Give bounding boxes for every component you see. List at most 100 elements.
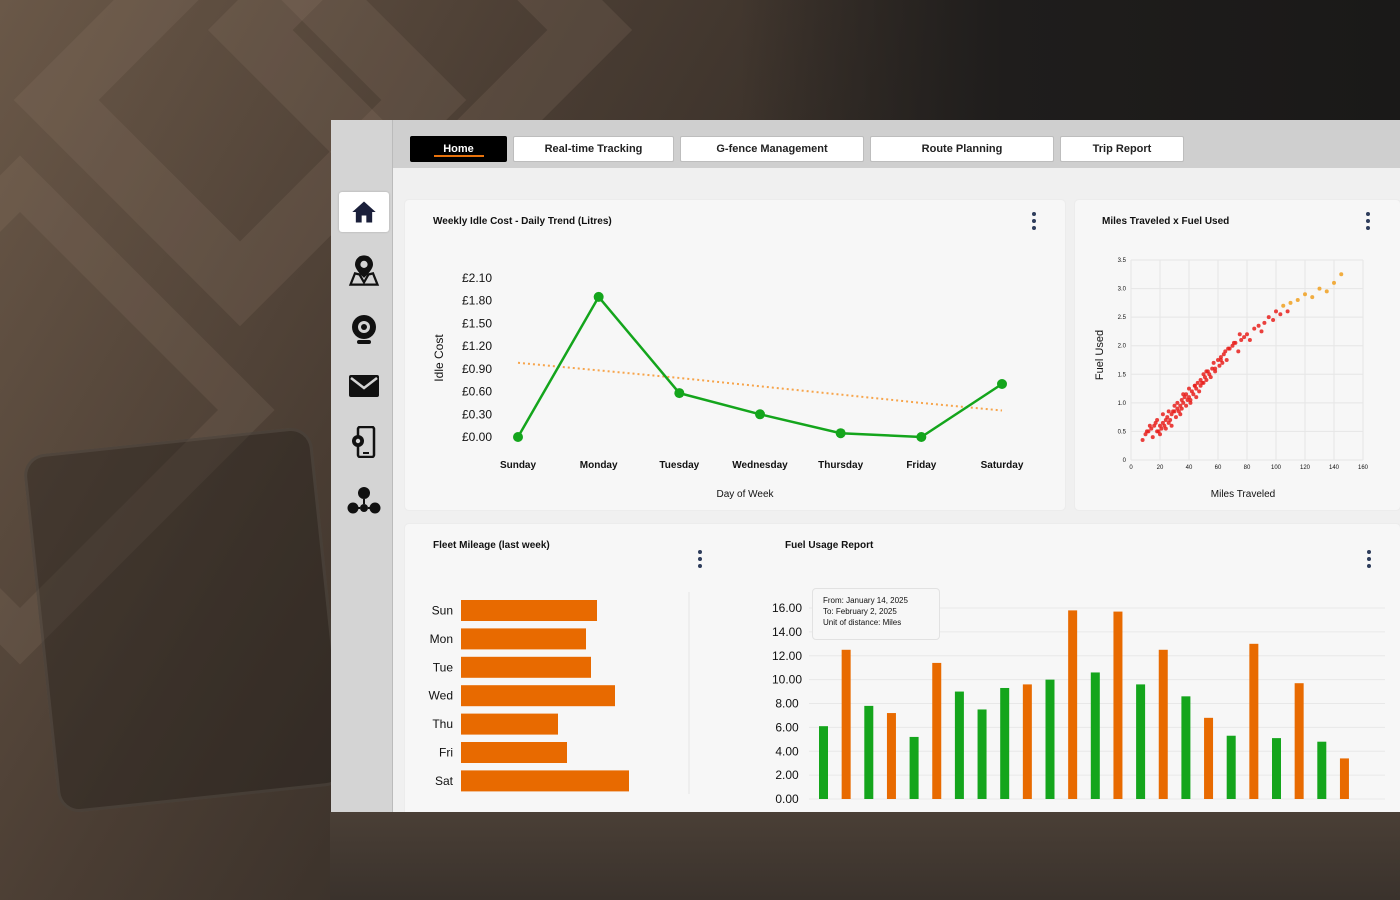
fuel-bar (886, 713, 896, 799)
data-point (593, 291, 604, 302)
network-icon (347, 487, 381, 514)
y-tick-label: 1.5 (1118, 372, 1127, 378)
fleet-mileage-bar-chart: Sun Mon Tue Wed Thu Fri Sat (429, 592, 690, 794)
fuel-bar (1136, 684, 1146, 799)
fuel-bar (1022, 684, 1032, 799)
sidebar-item-network[interactable] (339, 480, 389, 520)
kebab-menu-icon[interactable] (1365, 212, 1371, 234)
scatter-point (1239, 338, 1244, 342)
tab-route-planning[interactable]: Route Planning (870, 136, 1054, 162)
background-strip (740, 0, 1400, 120)
scatter-point (1303, 292, 1307, 297)
scatter-point (1144, 429, 1149, 434)
fuel-bar (909, 736, 919, 799)
sidebar-item-home[interactable] (339, 192, 389, 232)
fuel-bar (1113, 611, 1123, 799)
y-tick-label: 10.00 (772, 673, 802, 687)
miles-fuel-scatter-chart: 0 20 40 60 80 100 120 140 160 0 0.5 1.0 1.5 2.0 2.5 3.0… (1094, 258, 1369, 500)
scatter-point (1252, 326, 1257, 331)
sidebar-item-messages[interactable] (339, 366, 389, 406)
scatter-point (1200, 380, 1205, 385)
idle-cost-card: Weekly Idle Cost - Daily Trend (Litres) … (405, 200, 1065, 510)
tab-home[interactable]: Home (410, 136, 507, 162)
tab-real-time-tracking[interactable]: Real-time Tracking (513, 136, 674, 162)
x-tick-label: Tuesday (659, 460, 699, 471)
fuel-bar (819, 726, 828, 799)
kebab-menu-icon[interactable] (1366, 550, 1372, 572)
mileage-title: Fleet Mileage (last week) (433, 540, 550, 551)
y-axis-label: Idle Cost (432, 334, 446, 382)
y-tick-label: £2.10 (462, 271, 492, 285)
fuel-bar (1000, 687, 1010, 799)
scatter-point (1188, 398, 1193, 402)
fuel-usage-bar-chart: 0.00 2.00 4.00 6.00 8.00 10.00 12.00 14.00 16.00 (772, 601, 1385, 806)
top-nav: Home Real-time Tracking G-fence Manageme… (393, 120, 1400, 168)
scatter-point (1237, 332, 1242, 337)
y-tick-label: 16.00 (772, 601, 802, 615)
sidebar-item-tracking[interactable] (339, 250, 389, 290)
scatter-point (1191, 392, 1196, 397)
scatter-point (1184, 403, 1189, 408)
scatter-point (1218, 358, 1223, 362)
scatter-point (1147, 423, 1152, 428)
x-tick-label: 100 (1271, 465, 1282, 471)
scatter-point (1165, 415, 1170, 420)
tab-trip-report[interactable]: Trip Report (1060, 136, 1184, 162)
scatter-point (1178, 412, 1183, 417)
fuel-bar (1317, 741, 1327, 799)
mileage-bar (461, 770, 629, 792)
scatter-point (1204, 369, 1209, 374)
y-tick-label: 1.0 (1118, 401, 1127, 407)
kebab-menu-icon[interactable] (1031, 212, 1037, 234)
fuel-bar (932, 662, 942, 799)
y-tick-label: £0.60 (462, 385, 492, 399)
fuel-report-from: From: January 14, 2025 (823, 596, 908, 605)
mileage-bar (461, 713, 558, 735)
mail-icon (349, 375, 379, 397)
data-point (997, 379, 1007, 389)
kebab-menu-icon[interactable] (697, 550, 703, 572)
scatter-point (1274, 309, 1278, 314)
y-tick-label: 8.00 (775, 697, 799, 711)
sidebar-item-camera[interactable] (339, 310, 389, 350)
category-label: Fri (439, 746, 453, 760)
scatter-point (1171, 409, 1176, 414)
category-label: Tue (433, 660, 454, 674)
data-point (755, 409, 765, 420)
scatter-point (1332, 280, 1336, 285)
y-tick-label: £1.80 (462, 294, 492, 308)
data-point (674, 388, 685, 399)
scatter-point (1256, 323, 1261, 328)
sidebar-item-device-settings[interactable] (339, 422, 389, 462)
tab-label: Trip Report (1092, 143, 1152, 155)
fuel-bar (1249, 643, 1259, 799)
scatter-point (1281, 303, 1286, 308)
x-tick-label: 160 (1358, 465, 1369, 471)
category-label: Thu (432, 717, 453, 731)
scatter-point (1295, 298, 1300, 302)
fuel-bar (1294, 683, 1304, 799)
scatter-point (1223, 349, 1228, 354)
scatter-point (1226, 346, 1231, 351)
fuel-bar (1181, 696, 1191, 799)
scatter-point (1217, 363, 1222, 368)
scatter-point (1175, 400, 1180, 405)
mileage-bar (461, 685, 615, 707)
fuel-report-to: To: February 2, 2025 (823, 607, 897, 616)
x-axis-label: Miles Traveled (1211, 489, 1275, 500)
sidebar (331, 120, 393, 812)
scatter-point (1247, 338, 1252, 342)
mileage-bar (461, 600, 597, 621)
tab-label: G-fence Management (716, 143, 828, 155)
scatter-point (1162, 423, 1167, 428)
fuel-bar (977, 709, 987, 799)
mileage-bar (461, 656, 591, 678)
scatter-point (1310, 295, 1315, 300)
scatter-point (1179, 406, 1184, 411)
tab-g-fence-management[interactable]: G-fence Management (680, 136, 864, 162)
scatter-point (1213, 369, 1218, 374)
mileage-fuel-card: Fleet Mileage (last week) Fuel Usage Rep… (405, 524, 1400, 812)
fuel-bar (1090, 672, 1100, 799)
home-icon (352, 201, 376, 223)
scatter-title: Miles Traveled x Fuel Used (1102, 216, 1230, 227)
